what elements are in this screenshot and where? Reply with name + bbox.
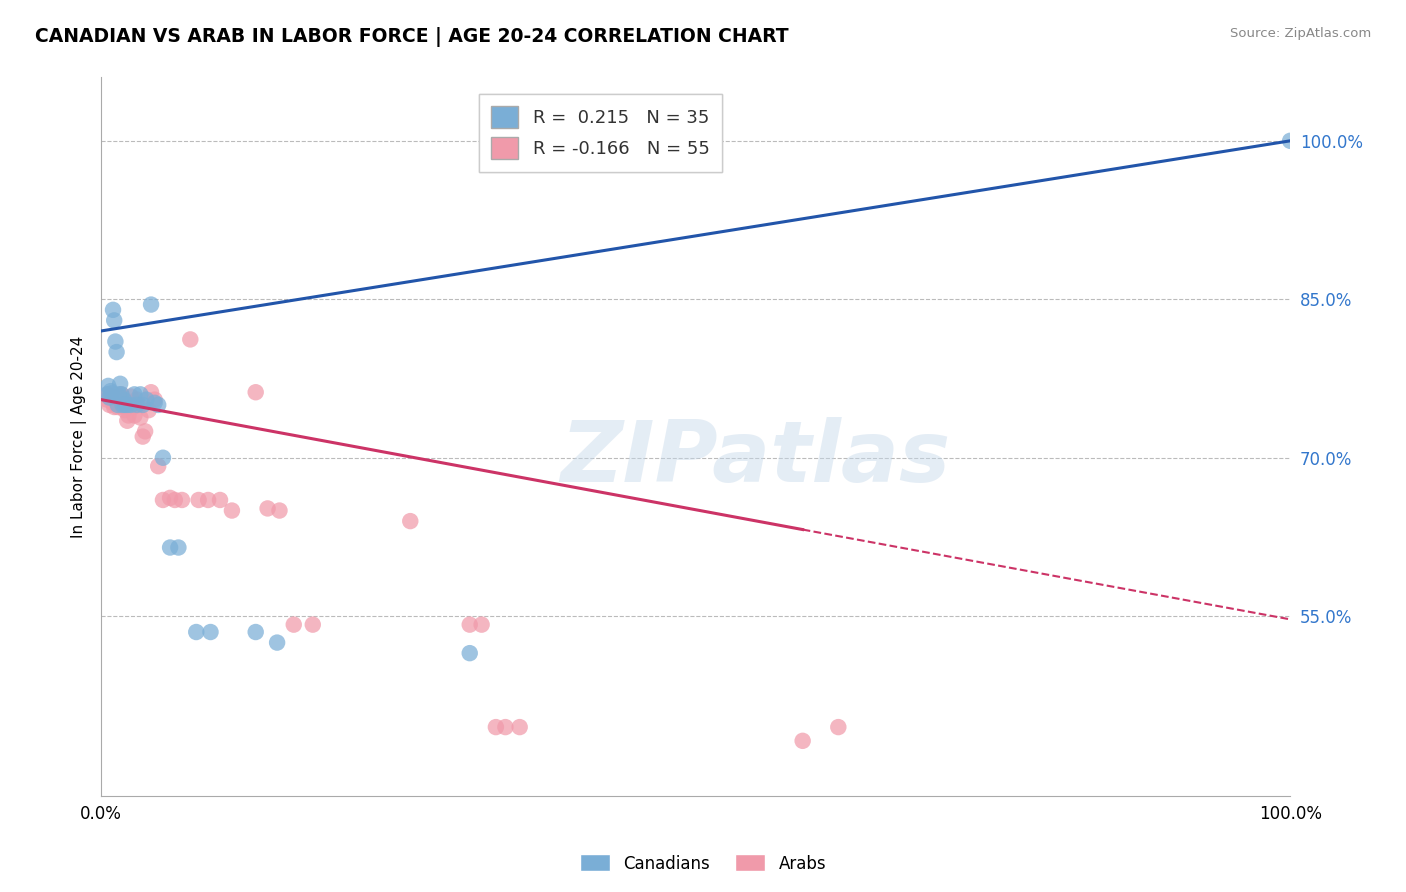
Point — [97, 387, 120, 401]
Point — [256, 501, 278, 516]
Point — [103, 313, 125, 327]
Point — [266, 635, 288, 649]
Point — [163, 493, 186, 508]
Point — [101, 392, 124, 407]
Point — [124, 409, 146, 423]
Point — [197, 493, 219, 508]
Point — [301, 617, 323, 632]
Point — [120, 398, 142, 412]
Point — [152, 493, 174, 508]
Point — [125, 398, 148, 412]
Point — [108, 376, 131, 391]
Point — [221, 503, 243, 517]
Point — [170, 493, 193, 508]
Point — [114, 398, 136, 412]
Point — [101, 386, 124, 401]
Point — [117, 398, 139, 412]
Point — [792, 734, 814, 748]
Point — [283, 617, 305, 632]
Point — [494, 720, 516, 734]
Text: ZIPatlas: ZIPatlas — [560, 417, 950, 500]
Point — [121, 396, 143, 410]
Point — [458, 646, 481, 660]
Point — [124, 387, 146, 401]
Point — [96, 387, 118, 401]
Point — [105, 396, 128, 410]
Point — [148, 398, 170, 412]
Point — [399, 514, 422, 528]
Point — [120, 389, 142, 403]
Point — [112, 400, 135, 414]
Point — [200, 625, 222, 640]
Point — [167, 541, 190, 555]
Point — [96, 392, 118, 407]
Point — [115, 398, 138, 412]
Point — [129, 387, 152, 401]
Y-axis label: In Labor Force | Age 20-24: In Labor Force | Age 20-24 — [72, 335, 87, 538]
Legend: R =  0.215   N = 35, R = -0.166   N = 55: R = 0.215 N = 35, R = -0.166 N = 55 — [478, 94, 723, 172]
Point — [245, 385, 267, 400]
Point — [269, 503, 291, 517]
Text: CANADIAN VS ARAB IN LABOR FORCE | AGE 20-24 CORRELATION CHART: CANADIAN VS ARAB IN LABOR FORCE | AGE 20… — [35, 27, 789, 46]
Point — [105, 345, 128, 359]
Point — [101, 302, 124, 317]
Point — [143, 392, 166, 407]
Point — [139, 385, 162, 400]
Legend: Canadians, Arabs: Canadians, Arabs — [574, 847, 832, 880]
Point — [100, 384, 122, 399]
Point — [509, 720, 531, 734]
Point — [179, 333, 201, 347]
Point — [159, 491, 181, 505]
Point — [471, 617, 494, 632]
Point — [1279, 134, 1302, 148]
Point — [107, 400, 129, 414]
Point — [128, 398, 150, 412]
Point — [118, 398, 141, 412]
Point — [152, 450, 174, 465]
Point — [132, 398, 155, 412]
Point — [104, 334, 127, 349]
Point — [112, 392, 135, 407]
Point — [245, 625, 267, 640]
Point — [107, 398, 129, 412]
Point — [827, 720, 849, 734]
Point — [98, 398, 121, 412]
Point — [114, 403, 136, 417]
Point — [122, 400, 145, 414]
Point — [101, 396, 124, 410]
Point — [187, 493, 209, 508]
Point — [111, 398, 134, 412]
Point — [100, 389, 122, 403]
Point — [97, 379, 120, 393]
Point — [485, 720, 508, 734]
Point — [104, 392, 127, 407]
Point — [458, 617, 481, 632]
Point — [134, 425, 156, 439]
Point — [139, 297, 162, 311]
Point — [129, 410, 152, 425]
Point — [159, 541, 181, 555]
Point — [110, 387, 132, 401]
Point — [143, 396, 166, 410]
Point — [111, 392, 134, 407]
Text: Source: ZipAtlas.com: Source: ZipAtlas.com — [1230, 27, 1371, 40]
Point — [110, 387, 132, 401]
Point — [108, 396, 131, 410]
Point — [148, 459, 170, 474]
Point — [98, 391, 121, 405]
Point — [208, 493, 231, 508]
Point — [132, 429, 155, 443]
Point — [186, 625, 208, 640]
Point — [103, 400, 125, 414]
Point — [125, 392, 148, 407]
Point — [108, 389, 131, 403]
Point — [117, 414, 139, 428]
Point — [117, 409, 139, 423]
Point — [138, 403, 160, 417]
Point — [135, 392, 157, 407]
Point — [108, 387, 131, 401]
